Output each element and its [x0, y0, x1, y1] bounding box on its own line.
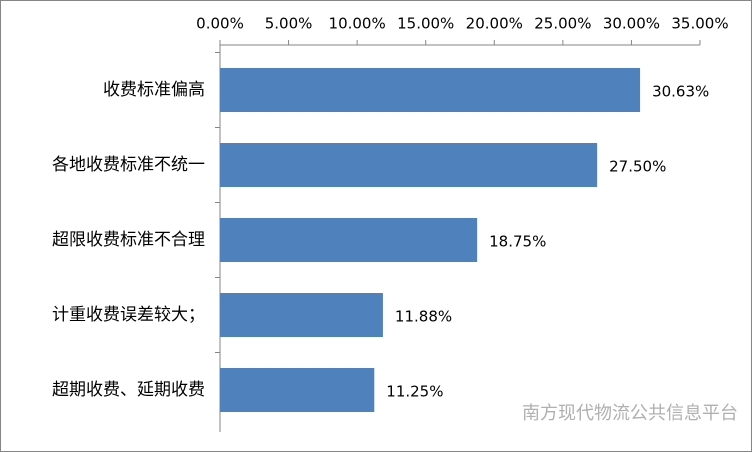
bar: [220, 218, 478, 262]
y-tick-label: 计重收费误差较大；: [52, 305, 205, 325]
bar: [220, 293, 383, 337]
bar: [220, 68, 641, 112]
x-tick-label: 15.00%: [397, 15, 454, 33]
watermark: 南方现代物流公共信息平台: [522, 403, 738, 424]
x-tick-label: 35.00%: [671, 15, 728, 33]
bar: [220, 368, 375, 412]
y-tick-label: 超限收费标准不合理: [52, 230, 205, 250]
value-label: 30.63%: [652, 83, 709, 101]
x-tick-label: 25.00%: [534, 15, 591, 33]
y-tick-label: 超期收费、延期收费: [52, 380, 205, 400]
x-tick-label: 30.00%: [603, 15, 660, 33]
y-tick-label: 收费标准偏高: [103, 80, 205, 100]
x-tick-label: 10.00%: [329, 15, 386, 33]
x-tick-label: 20.00%: [466, 15, 523, 33]
bar: [220, 143, 598, 187]
y-tick-label: 各地收费标准不统一: [52, 155, 205, 175]
x-tick-label: 0.00%: [196, 15, 244, 33]
value-label: 11.88%: [395, 308, 452, 326]
value-label: 27.50%: [609, 158, 666, 176]
value-label: 18.75%: [489, 233, 546, 251]
value-label: 11.25%: [386, 383, 443, 401]
x-tick-label: 5.00%: [265, 15, 313, 33]
